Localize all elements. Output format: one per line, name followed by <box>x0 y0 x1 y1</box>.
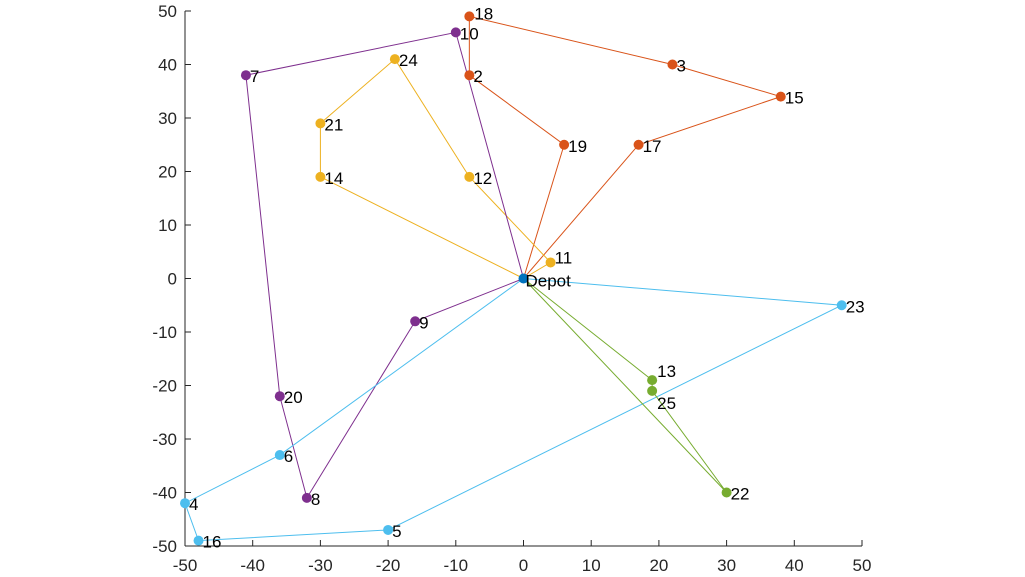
depot-label: Depot <box>526 272 572 291</box>
route-line <box>319 58 552 279</box>
customer-point <box>667 59 678 70</box>
customer-point <box>647 385 658 396</box>
customer-point <box>193 535 204 546</box>
customer-label: 15 <box>785 89 804 108</box>
y-tick-label: -50 <box>152 537 177 556</box>
x-tick-label: 40 <box>785 556 804 575</box>
x-tick-label: -30 <box>308 556 333 575</box>
x-tick-label: 20 <box>649 556 668 575</box>
customer-point <box>301 492 312 503</box>
x-tick-label: 0 <box>519 556 528 575</box>
customer-point <box>180 498 190 509</box>
customer-label: 12 <box>473 169 492 188</box>
customer-label: 8 <box>311 490 320 509</box>
y-tick-label: 10 <box>158 216 177 235</box>
customer-point <box>464 171 475 182</box>
customer-label: 22 <box>731 485 750 504</box>
customer-point <box>464 70 475 81</box>
customer-point <box>315 118 326 129</box>
customer-label: 5 <box>392 522 401 541</box>
customer-label: 21 <box>324 115 343 134</box>
y-tick-label: -20 <box>152 377 177 396</box>
customer-label: 10 <box>460 24 479 43</box>
customer-point <box>633 139 644 150</box>
x-tick-label: 50 <box>853 556 872 575</box>
customer-point <box>274 450 285 461</box>
customer-label: 4 <box>189 495 198 514</box>
customer-label: 17 <box>643 137 662 156</box>
customer-point <box>389 54 400 65</box>
customer-point <box>721 487 732 498</box>
y-tick-label: 30 <box>158 109 177 128</box>
x-tick-label: 30 <box>717 556 736 575</box>
y-tick-label: -40 <box>152 484 177 503</box>
y-tick-label: 40 <box>158 56 177 75</box>
customer-label: 20 <box>284 388 303 407</box>
customer-label: 2 <box>473 67 482 86</box>
customer-point <box>274 391 285 402</box>
x-tick-label: -20 <box>376 556 401 575</box>
y-tick-label: -10 <box>152 323 177 342</box>
y-tick-label: 0 <box>168 270 177 289</box>
route-line <box>468 15 783 279</box>
customer-point <box>383 524 394 535</box>
customer-point <box>775 91 786 102</box>
customer-point <box>647 375 658 386</box>
customer-label: 11 <box>555 248 573 267</box>
customer-point <box>315 171 326 182</box>
customer-label: 18 <box>474 4 493 23</box>
customer-label: 7 <box>250 67 259 86</box>
customer-label: 19 <box>568 137 587 156</box>
x-tick-label: -40 <box>240 556 265 575</box>
customer-label: 3 <box>676 57 685 76</box>
customer-point <box>450 27 461 38</box>
customer-label: 14 <box>324 169 343 188</box>
y-tick-label: 50 <box>158 2 177 21</box>
customer-label: 16 <box>203 533 222 552</box>
x-tick-label: -10 <box>444 556 469 575</box>
customer-point <box>545 257 556 268</box>
y-tick-label: -30 <box>152 430 177 449</box>
customer-point <box>240 70 251 81</box>
x-tick-label: -50 <box>173 556 198 575</box>
customer-point <box>836 300 847 311</box>
x-tick-label: 10 <box>582 556 601 575</box>
customer-label: 6 <box>284 447 293 466</box>
y-tick-label: 20 <box>158 163 177 182</box>
customer-label: 25 <box>657 394 676 413</box>
depot-point <box>518 273 529 284</box>
customer-point <box>464 11 475 22</box>
customer-point <box>559 139 570 150</box>
customer-label: 13 <box>657 362 676 381</box>
customer-label: 9 <box>419 313 428 332</box>
customer-point <box>410 316 421 327</box>
customer-label: 23 <box>846 297 865 316</box>
customer-label: 24 <box>399 51 418 70</box>
route-line <box>523 278 728 493</box>
route-line <box>245 31 524 500</box>
